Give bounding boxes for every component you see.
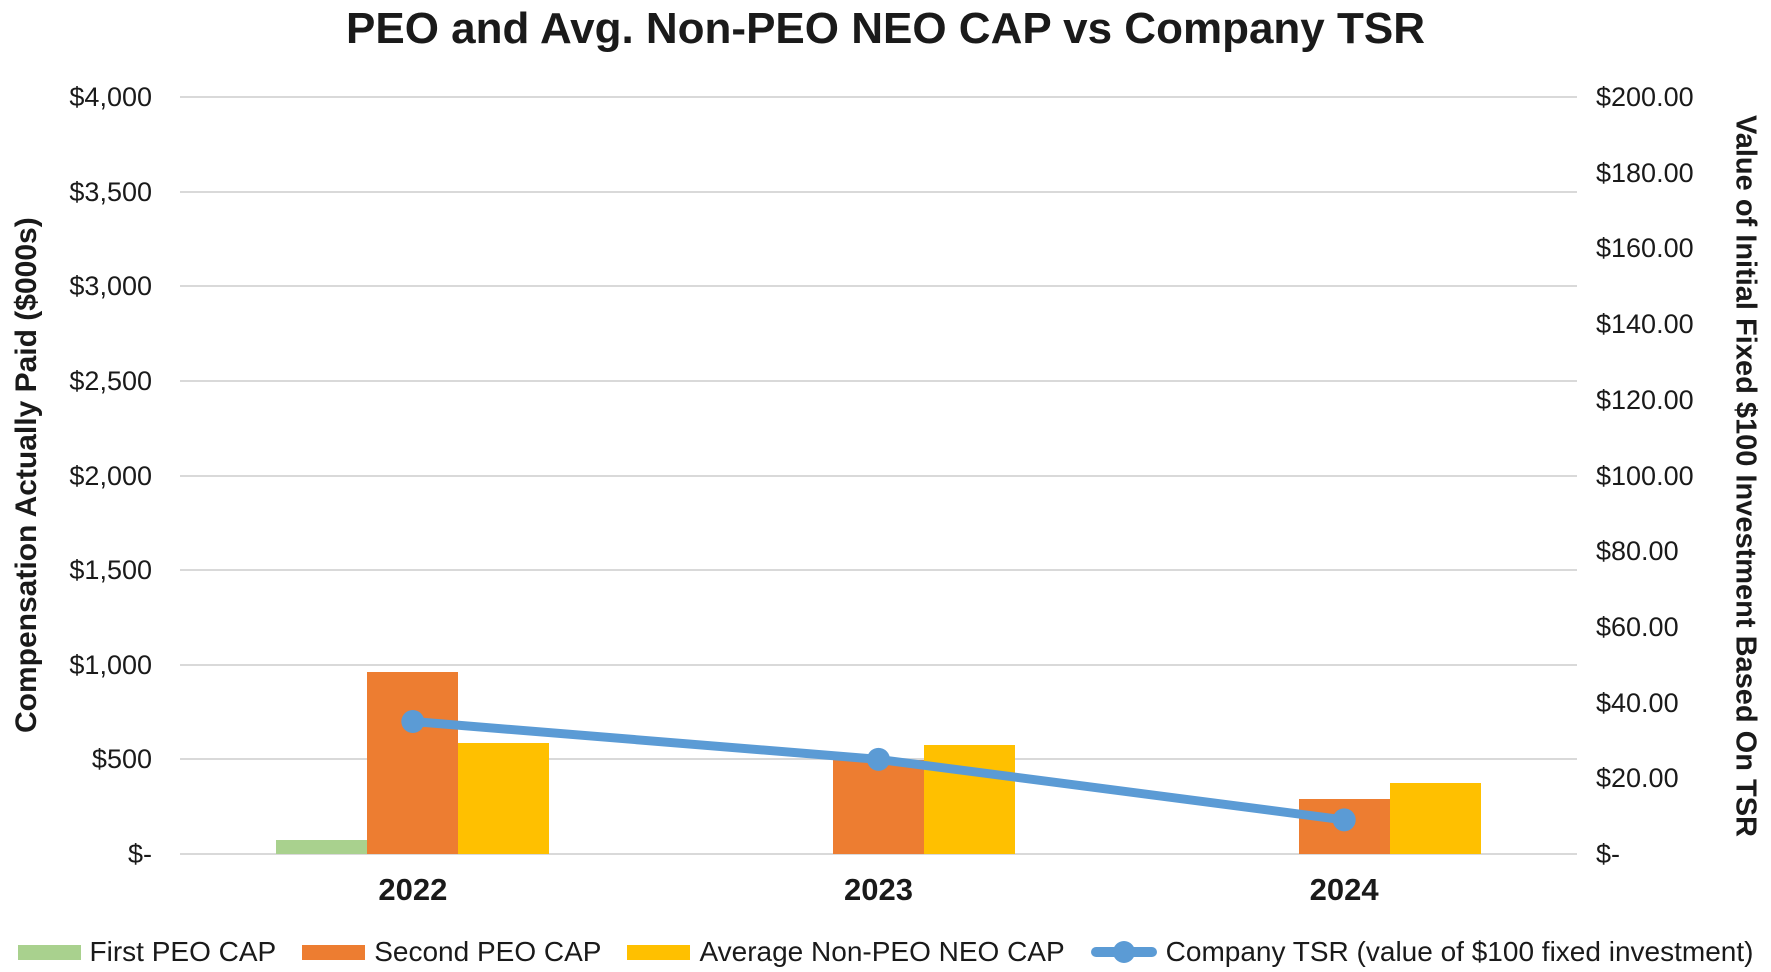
right-axis-tick-label: $40.00: [1596, 687, 1679, 718]
right-axis-tick-label: $180.00: [1596, 157, 1694, 188]
bar-second-peo-cap-2022: [367, 672, 459, 854]
legend-swatch-bar: [302, 944, 366, 960]
bar-second-peo-cap-2024: [1298, 799, 1390, 854]
left-axis-tick-label: $3,500: [69, 176, 152, 207]
left-axis-tick-label: $1,000: [69, 649, 152, 680]
gridline: [180, 379, 1577, 382]
gridline: [180, 474, 1577, 477]
legend-item-company-tsr-value-of-100-fixed-investment-: Company TSR (value of $100 fixed investm…: [1090, 936, 1754, 968]
gridline: [180, 96, 1577, 98]
gridline: [180, 853, 1577, 855]
x-axis-label-2024: 2024: [1309, 872, 1379, 907]
left-axis-tick-label: $4,000: [69, 82, 152, 112]
legend-label: Company TSR (value of $100 fixed investm…: [1165, 936, 1754, 967]
right-axis-tick-label: $140.00: [1596, 309, 1694, 340]
bar-average-non-peo-neo-cap-2024: [1389, 783, 1481, 854]
right-axis-title: Value of Initial Fixed $100 Investment B…: [1729, 114, 1762, 837]
left-axis-tick-label: $-: [127, 839, 152, 869]
left-axis-tick-label: $2,500: [69, 365, 152, 396]
legend-item-average-non-peo-neo-cap: Average Non-PEO NEO CAP: [627, 936, 1065, 968]
gridline: [180, 663, 1577, 666]
left-axis-tick-label: $3,000: [69, 271, 152, 302]
right-axis-tick-label: $80.00: [1596, 536, 1679, 567]
right-axis-tick-label: $20.00: [1596, 763, 1679, 794]
right-axis-tick-label: $120.00: [1596, 384, 1694, 415]
legend-label: Average Non-PEO NEO CAP: [699, 936, 1065, 967]
chart-title: PEO and Avg. Non-PEO NEO CAP vs Company …: [346, 4, 1425, 53]
legend: First PEO CAP Second PEO CAP Average Non-P…: [0, 936, 1771, 968]
right-axis-tick-label: $60.00: [1596, 611, 1679, 642]
left-axis-tick-label: $2,000: [69, 460, 152, 491]
legend-label: First PEO CAP: [89, 936, 277, 967]
x-axis-label-2023: 2023: [844, 872, 913, 907]
legend-swatch-line: [1090, 940, 1157, 964]
x-axis-label-2022: 2022: [378, 872, 448, 907]
right-axis-tick-label: $100.00: [1596, 460, 1694, 491]
legend-line-marker: [1112, 941, 1135, 963]
right-axis-tick-label: $-: [1596, 839, 1621, 869]
legend-swatch-bar: [627, 944, 691, 960]
legend-item-second-peo-cap: Second PEO CAP: [302, 936, 601, 968]
left-axis-tick-label: $500: [91, 744, 152, 775]
right-axis-tick-label: $160.00: [1596, 233, 1694, 264]
gridline: [180, 190, 1577, 193]
bar-average-non-peo-neo-cap-2023: [924, 745, 1015, 854]
legend-label: Second PEO CAP: [374, 936, 602, 967]
right-axis-tick-label: $200.00: [1596, 82, 1694, 112]
legend-swatch-bar: [17, 944, 81, 960]
gridline: [180, 569, 1577, 572]
left-axis-tick-label: $1,500: [69, 555, 152, 586]
bar-second-peo-cap-2023: [833, 760, 924, 854]
bar-first-peo-cap-2022: [276, 839, 368, 854]
legend-item-first-peo-cap: First PEO CAP: [17, 936, 277, 968]
gridline: [180, 285, 1577, 288]
bar-average-non-peo-neo-cap-2022: [458, 743, 550, 854]
